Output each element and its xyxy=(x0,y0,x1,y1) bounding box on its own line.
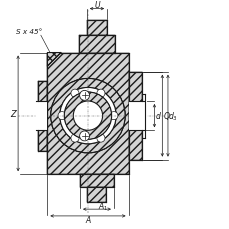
Circle shape xyxy=(73,101,102,131)
Bar xyxy=(80,174,113,187)
Circle shape xyxy=(109,112,117,120)
Circle shape xyxy=(96,90,104,98)
Text: $B_1$: $B_1$ xyxy=(82,97,93,109)
Text: d: d xyxy=(155,112,160,121)
Bar xyxy=(38,81,47,151)
Bar xyxy=(128,72,142,160)
Circle shape xyxy=(51,79,125,153)
Text: Q: Q xyxy=(163,112,169,121)
Circle shape xyxy=(60,88,116,144)
Circle shape xyxy=(60,88,116,144)
Text: Z: Z xyxy=(10,109,16,118)
Bar xyxy=(87,21,107,35)
Circle shape xyxy=(79,91,89,101)
Circle shape xyxy=(51,79,125,153)
Text: U: U xyxy=(94,1,99,10)
Bar xyxy=(87,187,106,202)
Circle shape xyxy=(71,90,79,98)
Text: $d_3$: $d_3$ xyxy=(167,110,177,122)
Text: $A_1$: $A_1$ xyxy=(98,200,109,212)
Bar xyxy=(79,35,114,53)
Bar xyxy=(36,101,47,131)
Bar xyxy=(87,21,107,35)
Circle shape xyxy=(96,134,104,142)
Bar xyxy=(80,174,113,187)
Text: S x 45°: S x 45° xyxy=(16,29,42,35)
Text: A: A xyxy=(85,215,90,224)
Bar xyxy=(128,101,146,131)
Circle shape xyxy=(58,112,66,120)
Bar xyxy=(87,187,106,202)
Bar xyxy=(128,72,142,160)
Bar xyxy=(47,53,128,174)
Circle shape xyxy=(64,93,111,140)
Bar xyxy=(47,53,128,174)
Text: $A_2$: $A_2$ xyxy=(82,121,93,133)
Polygon shape xyxy=(47,53,61,67)
Bar xyxy=(38,81,47,151)
Circle shape xyxy=(79,131,89,141)
Circle shape xyxy=(71,134,79,142)
Bar xyxy=(79,35,114,53)
